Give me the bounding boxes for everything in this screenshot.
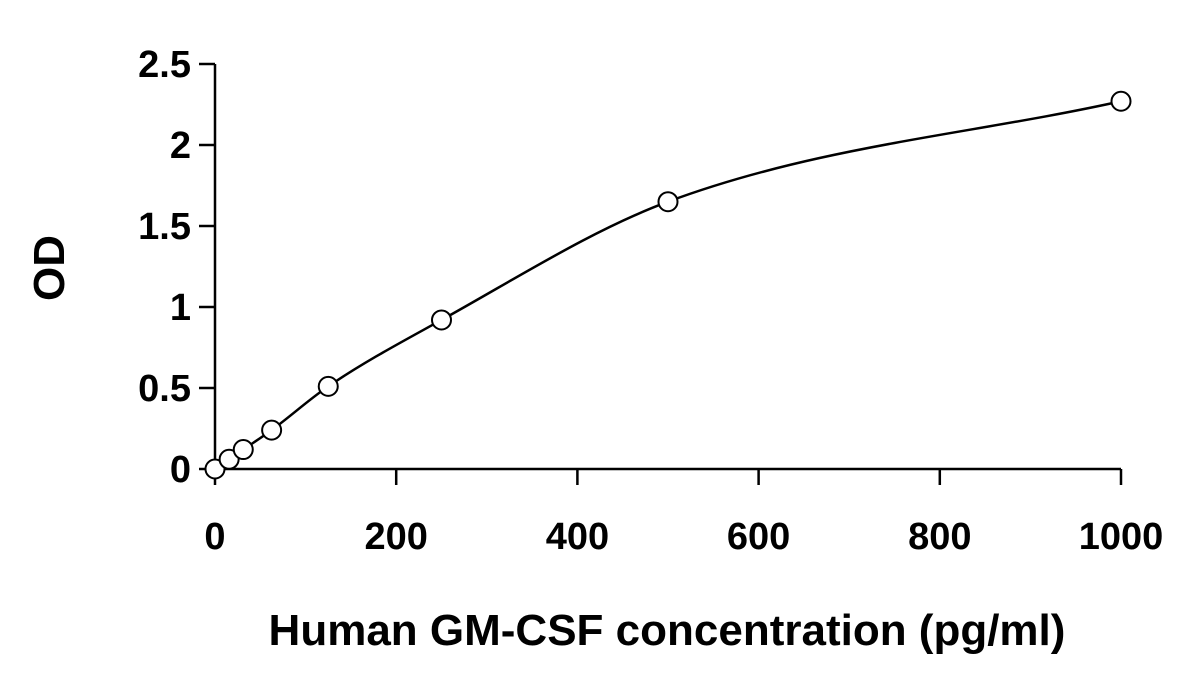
fit-curve — [214, 100, 1122, 471]
y-tick-label: 0.5 — [138, 368, 191, 410]
data-point — [317, 375, 339, 397]
y-tick-label: 0 — [170, 449, 191, 491]
x-tick-label: 1000 — [1079, 516, 1164, 558]
y-tick-label: 1.5 — [138, 206, 191, 248]
axes — [213, 64, 1121, 471]
data-points — [204, 90, 1132, 480]
x-tick-label: 0 — [204, 516, 225, 558]
y-axis-title: OD — [25, 235, 74, 301]
y-tick-label: 2.5 — [138, 44, 191, 86]
y-tick-label: 1 — [170, 287, 191, 329]
x-tick-label: 600 — [727, 516, 790, 558]
y-tick-label: 2 — [170, 125, 191, 167]
x-tick-label: 400 — [546, 516, 609, 558]
data-point — [232, 439, 254, 461]
data-point — [657, 191, 679, 213]
x-tick-label: 200 — [364, 516, 427, 558]
data-point — [218, 448, 240, 470]
x-axis-title: Human GM-CSF concentration (pg/ml) — [269, 606, 1066, 655]
data-point — [261, 419, 283, 441]
x-tick-label: 800 — [908, 516, 971, 558]
data-point — [204, 458, 226, 480]
data-point — [431, 309, 452, 331]
y-ticks: 0 0.5 1 1.5 2 2.5 — [138, 44, 215, 491]
x-ticks: 0 200 400 600 800 1000 — [204, 469, 1163, 558]
data-point — [1110, 90, 1132, 112]
